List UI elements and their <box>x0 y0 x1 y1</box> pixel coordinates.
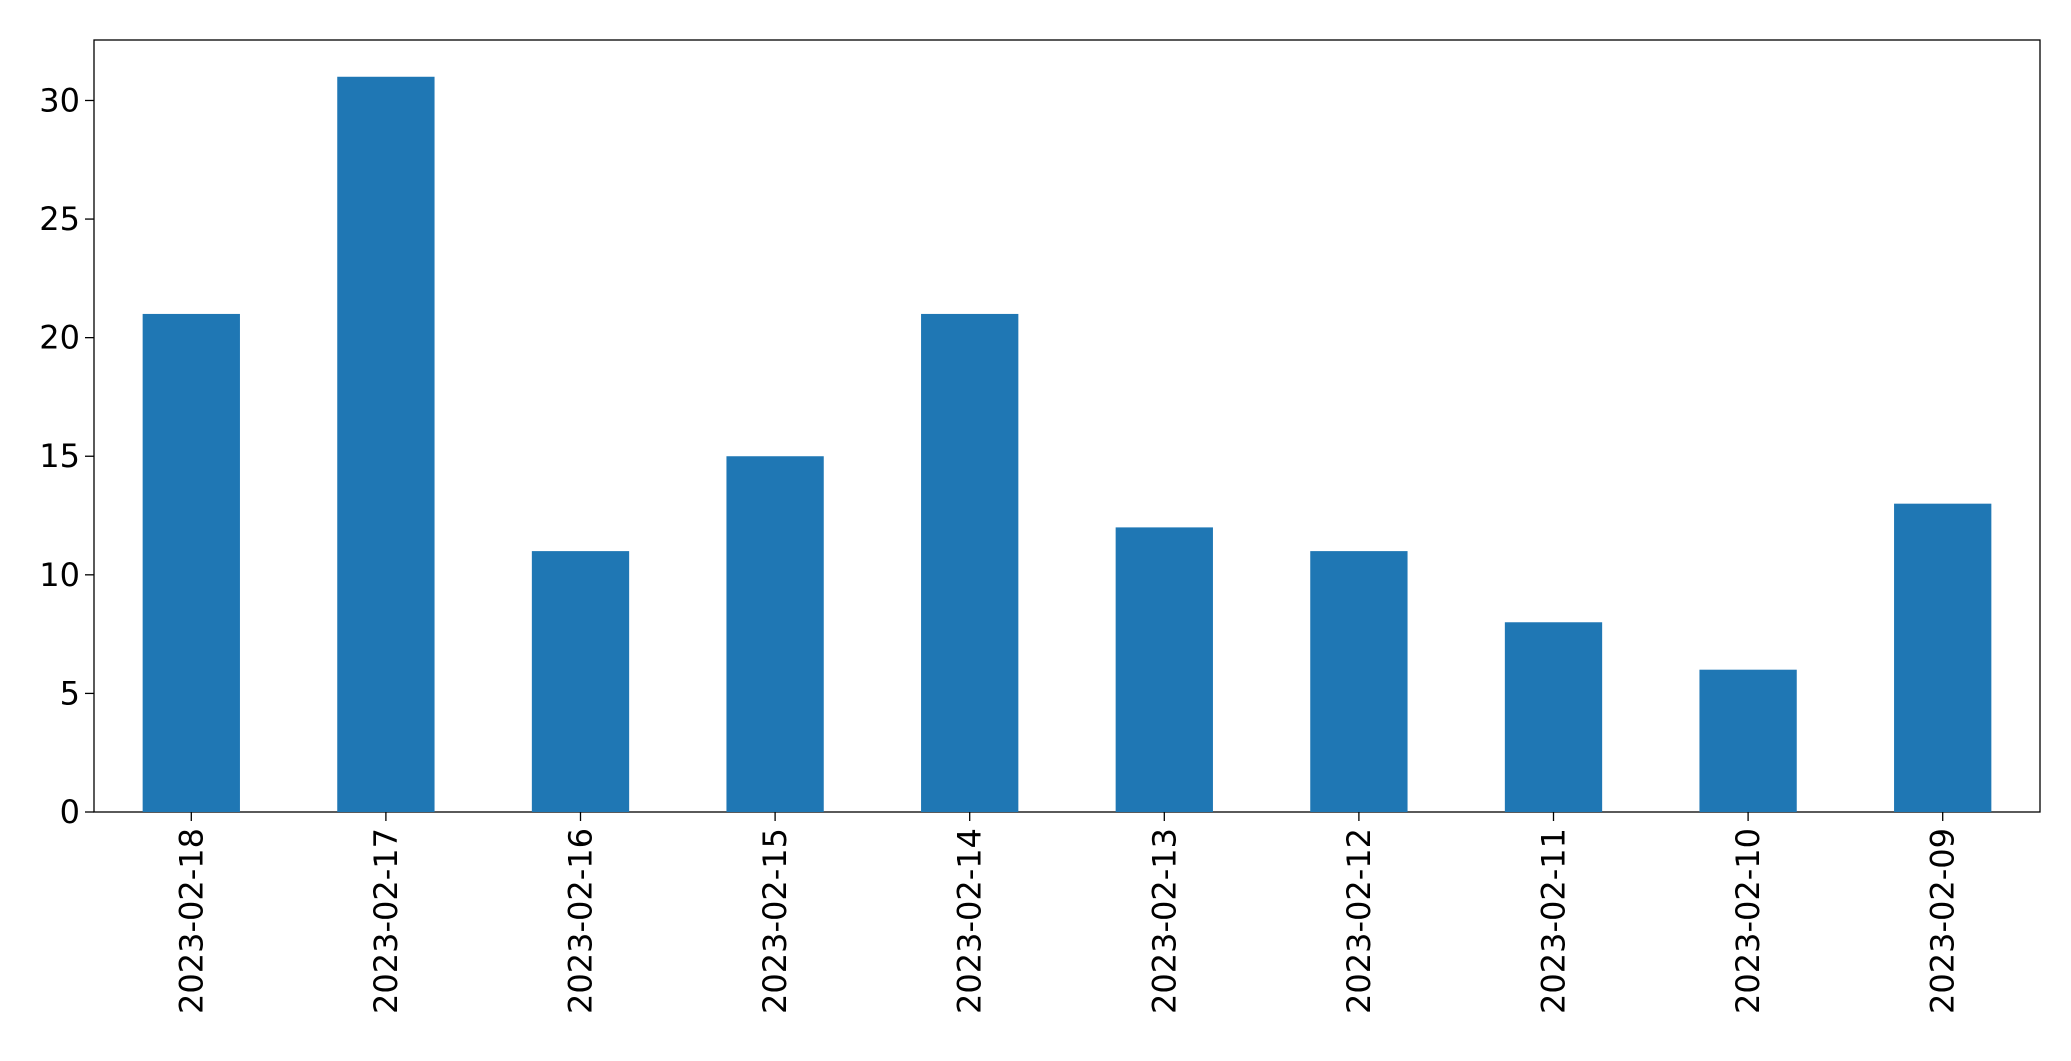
x-tick-label: 2023-02-12 <box>1340 828 1378 1014</box>
x-tick-label: 2023-02-15 <box>756 828 794 1014</box>
bar <box>1894 503 1992 812</box>
x-tick-label: 2023-02-18 <box>172 828 210 1014</box>
y-tick-label: 5 <box>60 674 80 712</box>
bar <box>726 456 824 812</box>
y-tick-label: 30 <box>39 81 80 119</box>
x-tick-label: 2023-02-09 <box>1924 828 1962 1014</box>
plot-frame <box>93 39 2041 813</box>
x-tick-label: 2023-02-11 <box>1535 828 1573 1014</box>
y-tick-label: 10 <box>39 556 80 594</box>
y-tick-label: 25 <box>39 200 80 238</box>
x-tick-label: 2023-02-16 <box>562 828 600 1014</box>
x-tick-label: 2023-02-13 <box>1145 828 1183 1014</box>
bar <box>1310 551 1408 812</box>
y-tick-label: 20 <box>39 319 80 357</box>
bar <box>1699 669 1797 812</box>
x-tick-label: 2023-02-10 <box>1729 828 1767 1014</box>
bar <box>1504 622 1603 812</box>
y-tick-label: 15 <box>39 437 80 475</box>
bar <box>921 313 1019 812</box>
x-tick-label: 2023-02-17 <box>367 828 405 1014</box>
bar <box>337 76 435 812</box>
bar <box>142 313 240 812</box>
bar <box>531 551 630 812</box>
x-tick-label: 2023-02-14 <box>951 828 989 1014</box>
y-tick-label: 0 <box>60 793 80 831</box>
bar <box>1115 527 1213 812</box>
